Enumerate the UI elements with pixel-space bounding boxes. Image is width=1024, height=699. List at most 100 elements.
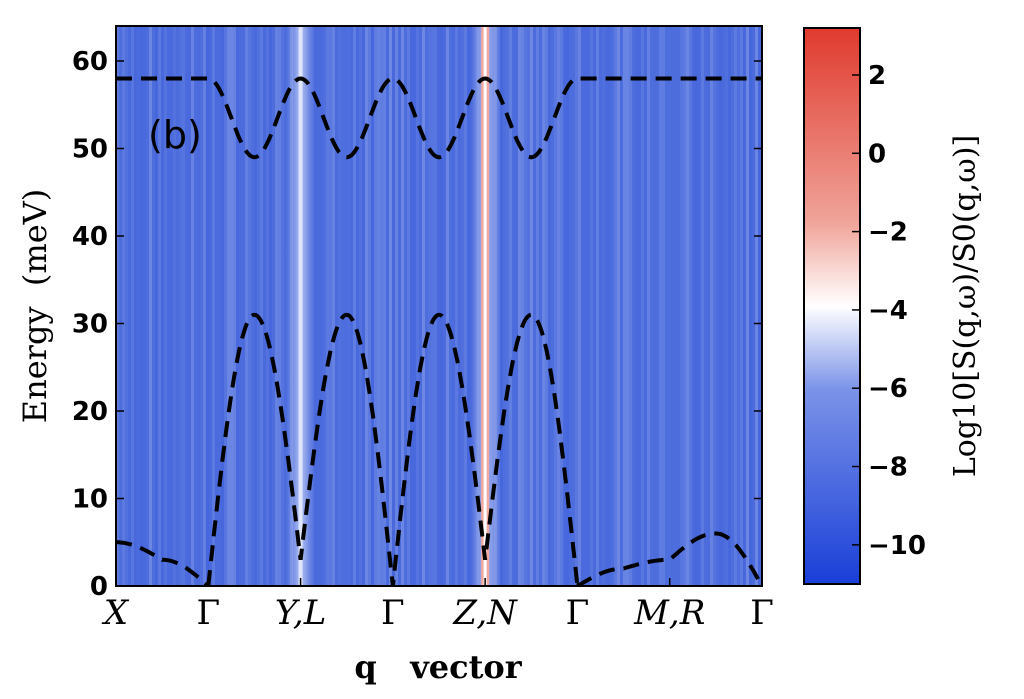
- heatmap-stripe: [326, 26, 329, 586]
- heatmap-stripe: [374, 26, 377, 586]
- y-axis: 0 10 20 30 40 50 60: [72, 47, 762, 602]
- heatmap-stripe: [128, 26, 131, 586]
- heatmap-stripe: [665, 26, 668, 586]
- heatmap-stripe: [122, 26, 125, 586]
- heatmap-background: [116, 26, 762, 586]
- heatmap-stripe: [695, 26, 698, 586]
- heatmap-stripe: [734, 26, 737, 586]
- heatmap-stripe: [614, 26, 617, 586]
- dispersion-line: [116, 76, 762, 160]
- plot-frame: [115, 25, 763, 587]
- colorbar-ticks: −10 −8 −6 −4 −2 0 2: [852, 61, 926, 561]
- heatmap-stripe: [668, 26, 671, 586]
- heatmap-stripe: [281, 26, 284, 586]
- heatmap-stripe: [377, 26, 380, 586]
- heatmap-stripe: [116, 26, 119, 586]
- heatmap-stripe: [749, 26, 752, 586]
- heatmap-stripe: [533, 26, 536, 586]
- heatmap-stripe: [521, 26, 524, 586]
- heatmap-stripe: [713, 26, 716, 586]
- colorbar-tick-label: −4: [868, 296, 908, 326]
- dispersion-line: [206, 312, 580, 586]
- heatmap-stripe: [662, 26, 665, 586]
- heatmap-stripe: [173, 26, 176, 586]
- heatmap-stripe: [398, 26, 401, 586]
- heatmap-stripe: [365, 26, 368, 586]
- heatmap-stripe: [440, 26, 443, 586]
- heatmap-stripe: [461, 26, 464, 586]
- heatmap-stripe: [125, 26, 128, 586]
- heatmap-stripe: [569, 26, 572, 586]
- heatmap-stripe: [671, 26, 674, 586]
- heatmap-stripe: [257, 26, 260, 586]
- heatmap-stripe: [386, 26, 389, 586]
- heatmap-stripe: [674, 26, 677, 586]
- heatmap-stripe: [467, 26, 470, 586]
- heatmap-stripe: [545, 26, 548, 586]
- heatmap-stripe: [641, 26, 644, 586]
- heatmap-stripe: [251, 26, 254, 586]
- heatmap-stripe: [647, 26, 650, 586]
- heatmap-stripe: [170, 26, 173, 586]
- heatmap-stripe: [212, 26, 215, 586]
- x-tick-label: X: [101, 593, 130, 633]
- heatmap-stripe: [389, 26, 392, 586]
- heatmap-stripe: [701, 26, 704, 586]
- heatmap-stripe: [203, 26, 206, 586]
- heatmap-stripe: [539, 26, 542, 586]
- heatmap-stripe: [248, 26, 251, 586]
- heatmap-stripe: [572, 26, 575, 586]
- heatmap-stripe: [710, 26, 713, 586]
- heatmap-stripe: [332, 26, 335, 586]
- heatmap-stripe: [704, 26, 707, 586]
- heatmap-stripe: [527, 26, 530, 586]
- heatmap-stripe: [242, 26, 245, 586]
- heatmap-stripe: [245, 26, 248, 586]
- heatmap-stripe: [566, 26, 569, 586]
- heatmap-stripe: [317, 26, 320, 586]
- heatmap-stripe: [755, 26, 758, 586]
- plot-area: [115, 25, 763, 587]
- heatmap-stripe: [431, 26, 434, 586]
- heatmap-stripe: [182, 26, 185, 586]
- heatmap-stripe: [515, 26, 518, 586]
- heatmap-stripe: [224, 26, 227, 586]
- heatmap-stripe: [323, 26, 326, 586]
- heatmap-stripe: [506, 26, 509, 586]
- heatmap-stripe: [752, 26, 755, 586]
- bright-streaks: [286, 26, 500, 586]
- heatmap-stripe: [185, 26, 188, 586]
- heatmap-stripe: [413, 26, 416, 586]
- heatmap-stripe: [278, 26, 281, 586]
- heatmap-stripe: [581, 26, 584, 586]
- heatmap-stripe: [350, 26, 353, 586]
- heatmap-stripe: [524, 26, 527, 586]
- heatmap-stripe: [500, 26, 503, 586]
- heatmap-stripe: [743, 26, 746, 586]
- y-tick-label: 10: [72, 485, 108, 515]
- heatmap-stripe: [644, 26, 647, 586]
- heatmap-stripe: [338, 26, 341, 586]
- heatmap-stripe: [617, 26, 620, 586]
- heatmap-stripe: [353, 26, 356, 586]
- y-tick-label: 20: [72, 397, 108, 427]
- heatmap-stripe: [140, 26, 143, 586]
- heatmap-stripe: [149, 26, 152, 586]
- x-tick-label: M,R: [633, 593, 705, 633]
- heatmap-stripe: [239, 26, 242, 586]
- colorbar-tick-label: 0: [868, 139, 886, 169]
- heatmap-stripe: [632, 26, 635, 586]
- heatmap-stripe: [272, 26, 275, 586]
- heatmap-stripe: [179, 26, 182, 586]
- heatmap-stripe: [164, 26, 167, 586]
- heatmap-stripe: [455, 26, 458, 586]
- heatmap-stripe: [362, 26, 365, 586]
- heatmap-stripe: [458, 26, 461, 586]
- x-axis: X Γ Y,L Γ Z,N Γ M,R Γ: [101, 578, 774, 633]
- heatmap-stripe: [197, 26, 200, 586]
- heatmap-stripe: [416, 26, 419, 586]
- heatmap-stripe: [152, 26, 155, 586]
- y-axis-title: Energy (meV): [16, 189, 54, 423]
- heatmap-stripe: [464, 26, 467, 586]
- heatmap-stripe: [686, 26, 689, 586]
